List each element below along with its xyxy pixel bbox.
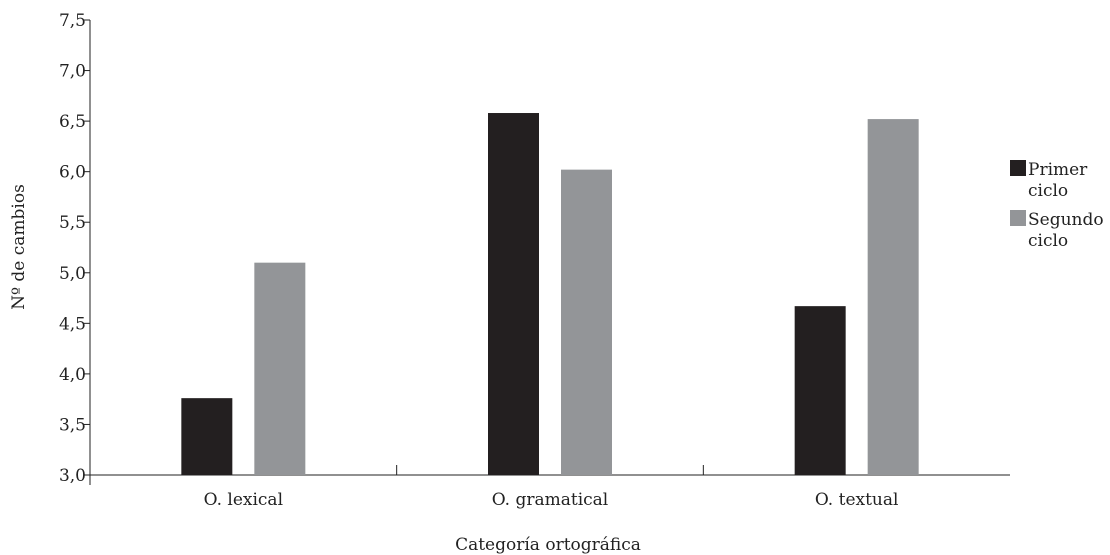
y-ticks: 3,0 3,5 4,0 4,5 5,0 5,5 6,0 6,5 7,0 7,5 <box>59 11 90 486</box>
legend-label-primer-line1: Primer <box>1028 160 1088 180</box>
y-tick-label: 6,5 <box>59 112 86 132</box>
x-axis-label: Categoría ortográfica <box>455 535 641 555</box>
bar-primer-ciclo-0 <box>181 398 233 475</box>
category-label: O. lexical <box>204 490 283 510</box>
category-labels: O. lexical O. gramatical O. textual <box>204 490 899 510</box>
y-tick-label: 7,5 <box>59 11 86 31</box>
bar-primer-ciclo-2 <box>794 306 846 475</box>
y-tick-label: 5,0 <box>59 264 86 284</box>
y-tick-label: 7,0 <box>59 62 86 82</box>
y-tick-label: 4,5 <box>59 314 86 334</box>
x-ticks <box>89 465 704 485</box>
legend-label-segundo-line2: ciclo <box>1028 231 1068 251</box>
y-axis-label: Nº de cambios <box>9 184 29 310</box>
bar-segundo-ciclo-2 <box>867 119 919 475</box>
legend-label-segundo-line1: Segundo <box>1028 210 1104 230</box>
legend-swatch-primer-ciclo <box>1010 160 1026 176</box>
y-tick-label: 3,0 <box>59 466 86 486</box>
legend-label-primer-line2: ciclo <box>1028 181 1068 201</box>
category-label: O. textual <box>815 490 899 510</box>
y-tick-label: 5,5 <box>59 213 86 233</box>
y-tick-label: 4,0 <box>59 365 86 385</box>
category-label: O. gramatical <box>492 490 609 510</box>
bar-segundo-ciclo-0 <box>254 262 306 475</box>
y-tick-label: 6,0 <box>59 163 86 183</box>
y-tick-label: 3,5 <box>59 415 86 435</box>
legend: Primer ciclo Segundo ciclo <box>1010 160 1104 251</box>
bars <box>181 113 919 476</box>
bar-segundo-ciclo-1 <box>561 169 612 475</box>
legend-swatch-segundo-ciclo <box>1010 210 1026 226</box>
bar-primer-ciclo-1 <box>488 113 539 476</box>
